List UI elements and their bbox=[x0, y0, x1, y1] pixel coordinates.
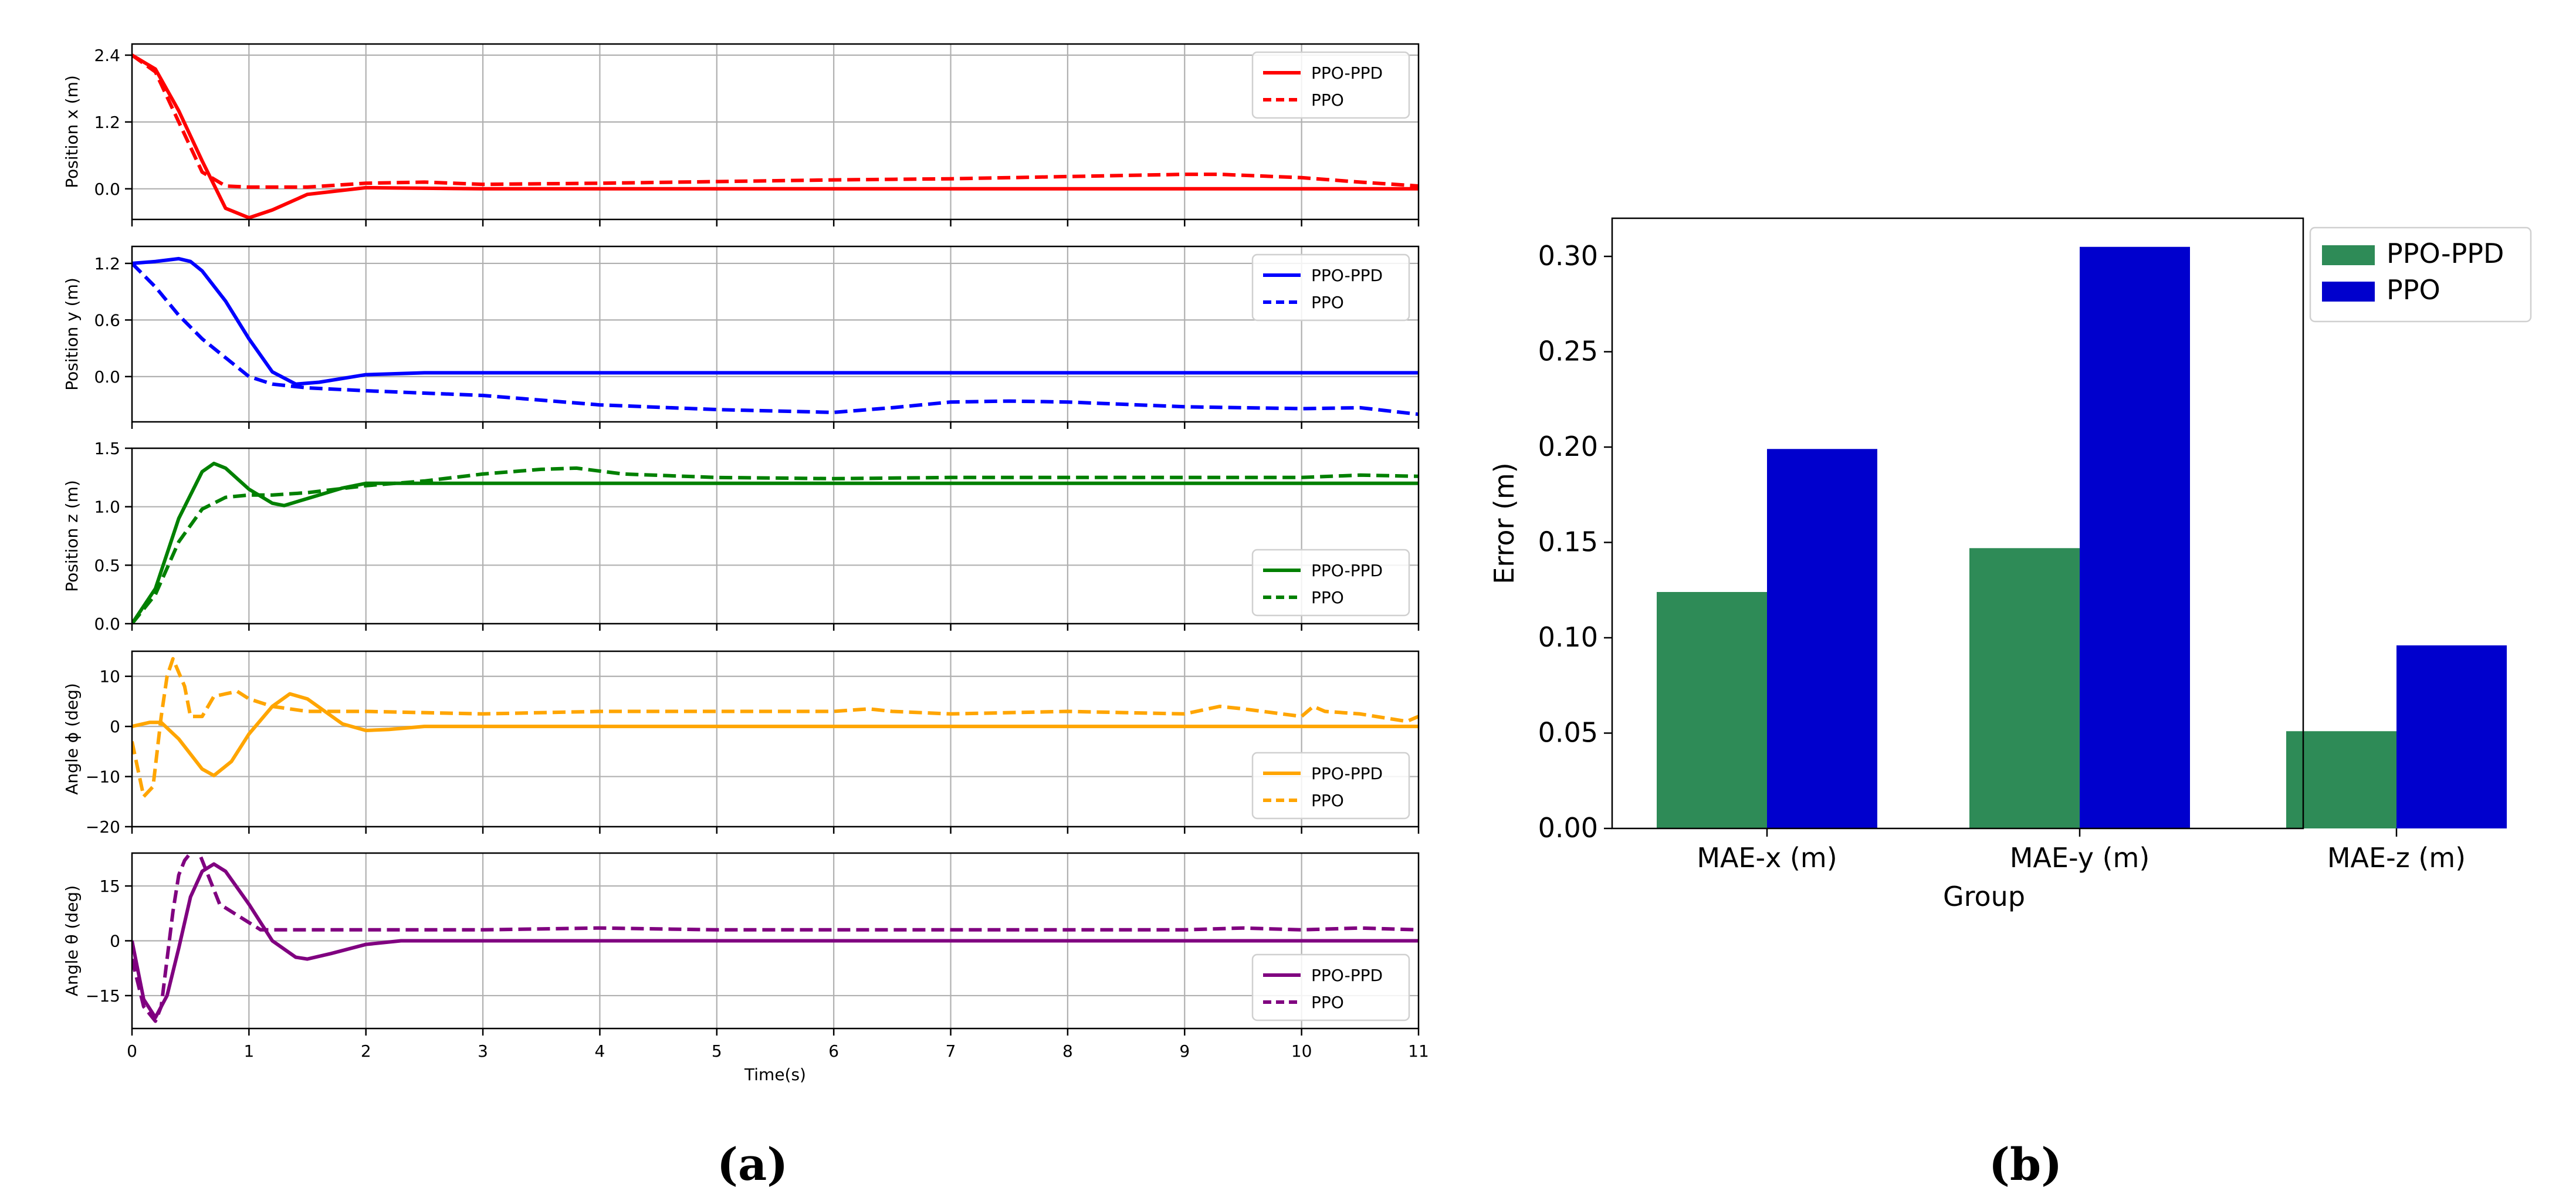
y-tick-label: 1.5 bbox=[94, 439, 120, 458]
legend-label: PPO-PPD bbox=[1311, 764, 1383, 783]
axes-frame bbox=[131, 447, 1420, 625]
x-tick-label: 1 bbox=[243, 1041, 254, 1061]
series-line-ppo-ppd bbox=[132, 53, 1419, 219]
legend-label: PPO-PPD bbox=[1311, 561, 1383, 580]
x-tick-label: MAE-x (m) bbox=[1697, 842, 1837, 874]
panel-b-label: (b) bbox=[1989, 1138, 2063, 1190]
legend: PPO-PPD PPO bbox=[1251, 51, 1410, 119]
y-tick-label: −20 bbox=[86, 817, 120, 837]
x-tick-label: 6 bbox=[828, 1041, 839, 1061]
axes-frame bbox=[131, 650, 1420, 828]
legend: PPO-PPD PPO bbox=[1251, 752, 1410, 820]
y-tick-label: 0.15 bbox=[1538, 526, 1598, 558]
x-tick-label: 3 bbox=[478, 1041, 488, 1061]
y-tick-label: −10 bbox=[86, 767, 120, 787]
legend-label: PPO-PPD bbox=[1311, 266, 1383, 285]
subplot-x: 0.0 1.2 2.4 Position x (m) PPO-PPD PPO bbox=[62, 43, 1420, 226]
bar-ppo-ppd-0 bbox=[1657, 592, 1767, 828]
x-tick-label: 11 bbox=[1408, 1041, 1429, 1061]
y-tick-label: 0.5 bbox=[94, 556, 120, 575]
legend-label: PPO-PPD bbox=[1311, 63, 1383, 83]
x-tick-label: 2 bbox=[361, 1041, 371, 1061]
legend: PPO-PPD PPO bbox=[1251, 549, 1410, 617]
x-tick-label: MAE-z (m) bbox=[2327, 842, 2466, 874]
series-line-ppo bbox=[132, 853, 1419, 1023]
legend-swatch bbox=[2322, 282, 2375, 302]
series-line-ppo bbox=[132, 466, 1419, 624]
y-axis-label: Position x (m) bbox=[62, 75, 82, 188]
x-tick-label: 4 bbox=[595, 1041, 605, 1061]
x-tick-label: 5 bbox=[712, 1041, 722, 1061]
series-line-ppo-ppd bbox=[132, 692, 1419, 777]
y-tick-label: 0.6 bbox=[94, 310, 120, 330]
series-line-ppo bbox=[132, 657, 1419, 799]
y-tick-label: 0.30 bbox=[1538, 240, 1598, 272]
y-tick-label: 0 bbox=[110, 717, 120, 736]
series-line-ppo bbox=[132, 262, 1419, 417]
y-tick-label: 10 bbox=[99, 667, 120, 686]
legend-label: PPO bbox=[2387, 274, 2440, 306]
series-line-ppo bbox=[132, 53, 1419, 189]
y-tick-label: 1.2 bbox=[94, 254, 120, 273]
y-tick-label: 0.00 bbox=[1538, 812, 1598, 844]
y-tick-label: 15 bbox=[99, 877, 120, 896]
subplot-phi: −20 −10 0 10 Angle ϕ (deg) PPO-PPD PPO bbox=[62, 650, 1420, 837]
legend: PPO-PPD PPO bbox=[2309, 226, 2532, 323]
axes-frame bbox=[131, 245, 1420, 423]
y-tick-label: 2.4 bbox=[94, 46, 120, 65]
legend-label: PPO-PPD bbox=[2387, 238, 2504, 269]
y-tick-label: 0.05 bbox=[1538, 717, 1598, 749]
subplot-y: 0.0 0.6 1.2 Position y (m) PPO-PPD PPO bbox=[62, 245, 1420, 429]
series-line-ppo-ppd bbox=[132, 461, 1419, 624]
y-tick-label: 0.0 bbox=[94, 614, 120, 634]
x-axis-label: Group bbox=[1943, 881, 2025, 912]
y-tick-label: 0.10 bbox=[1538, 621, 1598, 653]
axes-frame bbox=[131, 43, 1420, 221]
axes-frame bbox=[131, 852, 1420, 1030]
bar-ppo-1 bbox=[2080, 246, 2190, 828]
bar-ppo-ppd-2 bbox=[2286, 731, 2396, 828]
y-axis-label: Angle θ (deg) bbox=[62, 885, 82, 996]
y-tick-label: 0 bbox=[110, 932, 120, 951]
y-tick-label: 1.2 bbox=[94, 113, 120, 132]
bar-ppo-2 bbox=[2396, 645, 2507, 828]
legend-label: PPO bbox=[1311, 90, 1344, 110]
y-tick-label: 0.25 bbox=[1538, 336, 1598, 367]
y-tick-label: 0.0 bbox=[94, 180, 120, 199]
legend-label: PPO-PPD bbox=[1311, 966, 1383, 985]
y-tick-label: 0.0 bbox=[94, 367, 120, 387]
legend-label: PPO bbox=[1311, 993, 1344, 1012]
bar-ppo-0 bbox=[1767, 449, 1877, 828]
panel-a-label: (a) bbox=[717, 1138, 788, 1190]
legend: PPO-PPD PPO bbox=[1251, 253, 1410, 322]
x-tick-label: 9 bbox=[1179, 1041, 1190, 1061]
x-tick-label: 8 bbox=[1062, 1041, 1073, 1061]
x-tick-label: 0 bbox=[127, 1041, 137, 1061]
x-axis-label: Time(s) bbox=[744, 1065, 806, 1084]
x-tick-label: 10 bbox=[1291, 1041, 1312, 1061]
x-tick-label: 7 bbox=[946, 1041, 956, 1061]
bar-chart-mae: 0.00 0.05 0.10 0.15 0.20 0.25 0.30 MAE-x (m) MAE… bbox=[1488, 217, 2532, 912]
y-tick-label: 0.20 bbox=[1538, 431, 1598, 462]
axes-frame bbox=[1611, 217, 2304, 830]
legend-swatch bbox=[2322, 245, 2375, 265]
x-tick-label: MAE-y (m) bbox=[2010, 842, 2150, 874]
legend-label: PPO bbox=[1311, 293, 1344, 312]
legend-label: PPO bbox=[1311, 588, 1344, 607]
subplot-theta: −15 0 15 0 1 2 3 4 5 6 7 8 9 10 11 Time(s) Angle θ (deg)… bbox=[62, 852, 1429, 1084]
subplot-z: 0.0 0.5 1.0 1.5 Position z (m) PPO-PPD PPO bbox=[62, 439, 1420, 634]
y-tick-label: −15 bbox=[86, 986, 120, 1006]
y-axis-label: Position z (m) bbox=[62, 480, 82, 592]
y-axis-label: Angle ϕ (deg) bbox=[62, 683, 82, 795]
legend-label: PPO bbox=[1311, 791, 1344, 810]
y-axis-label: Position y (m) bbox=[62, 278, 82, 391]
y-axis-label: Error (m) bbox=[1488, 462, 1520, 584]
y-tick-label: 1.0 bbox=[94, 498, 120, 517]
series-line-ppo-ppd bbox=[132, 256, 1419, 386]
legend: PPO-PPD PPO bbox=[1251, 953, 1410, 1021]
series-line-ppo-ppd bbox=[132, 862, 1419, 1020]
bar-ppo-ppd-1 bbox=[1969, 548, 2080, 828]
